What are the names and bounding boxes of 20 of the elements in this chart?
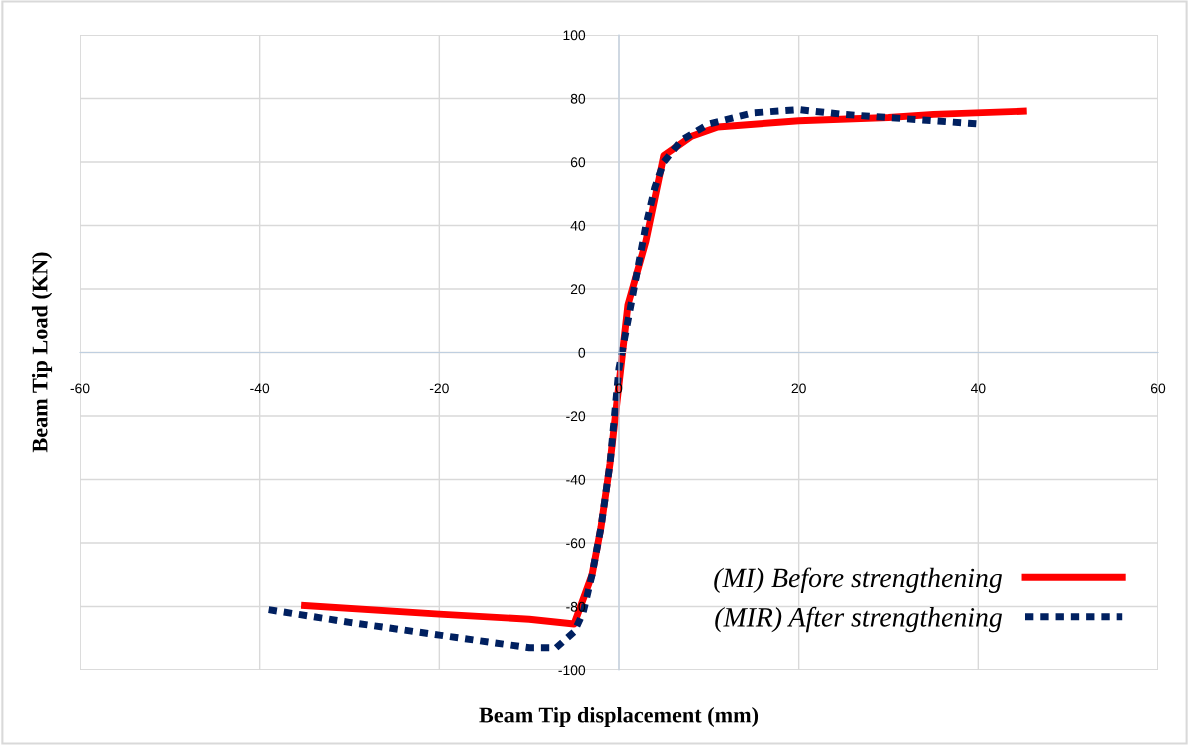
x-tick-label: -20 bbox=[429, 383, 449, 394]
y-tick-label: 0 bbox=[578, 347, 586, 358]
y-tick-label: -20 bbox=[566, 411, 586, 422]
y-tick-label: -100 bbox=[558, 665, 586, 676]
y-tick-label: -60 bbox=[566, 538, 586, 549]
y-tick-label: 80 bbox=[570, 93, 586, 104]
y-axis-title: Beam Tip Load (KN) bbox=[31, 252, 53, 453]
y-tick-label: 20 bbox=[570, 284, 586, 295]
y-tick-label: 60 bbox=[570, 157, 586, 168]
y-tick-label: 40 bbox=[570, 220, 586, 231]
x-axis-title: Beam Tip displacement (mm) bbox=[479, 706, 759, 728]
legend-label: (MIR) After strengthening bbox=[715, 606, 1002, 633]
x-tick-label: 20 bbox=[791, 383, 806, 394]
y-tick-label: 100 bbox=[563, 30, 586, 41]
x-tick-label: -40 bbox=[250, 383, 270, 394]
legend-label: (MI) Before strengthening bbox=[714, 567, 1002, 593]
x-tick-label: 40 bbox=[970, 383, 986, 394]
x-tick-label: 60 bbox=[1150, 383, 1166, 394]
y-tick-label: -40 bbox=[566, 474, 586, 485]
x-tick-label: -60 bbox=[70, 383, 90, 394]
